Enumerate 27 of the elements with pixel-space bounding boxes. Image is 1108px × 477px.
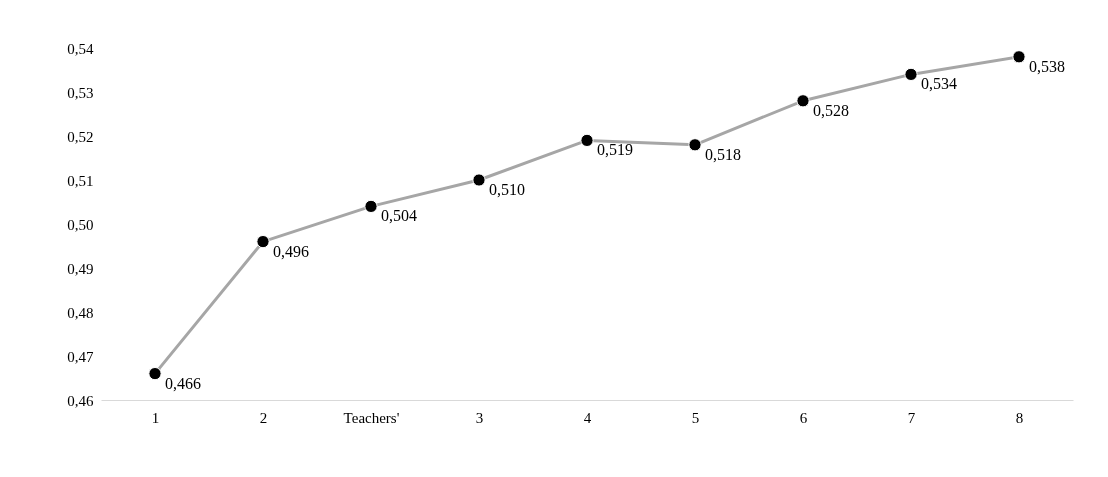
x-tick-label: 1: [151, 409, 160, 426]
data-label: 0,538: [1029, 57, 1065, 75]
y-tick-label: 0,49: [67, 260, 94, 277]
x-tick-label: 2: [259, 409, 268, 426]
x-tick-label: 4: [583, 409, 592, 426]
y-tick-label: 0,48: [67, 304, 94, 321]
y-tick-label: 0,50: [67, 216, 94, 233]
x-tick-label: 7: [907, 409, 916, 426]
data-label: 0,510: [489, 181, 525, 198]
data-label: 0,518: [705, 145, 741, 163]
y-tick-label: 0,47: [67, 348, 94, 365]
x-tick-label: Teachers': [343, 409, 400, 426]
data-label: 0,528: [813, 101, 849, 119]
x-tick-label: 6: [799, 409, 808, 426]
data-label: 0,504: [381, 207, 417, 225]
y-tick-label: 0,52: [67, 128, 94, 145]
y-tick-label: 0,54: [67, 40, 94, 57]
data-label: 0,534: [921, 75, 957, 93]
y-tick-label: 0,51: [67, 172, 94, 189]
x-tick-label: 3: [475, 409, 484, 426]
y-tick-label: 0,53: [67, 84, 94, 101]
x-tick-label: 5: [691, 409, 700, 426]
x-tick-label: 8: [1015, 409, 1024, 426]
data-label: 0,496: [273, 242, 309, 260]
y-tick-label: 0,46: [67, 392, 94, 409]
data-label: 0,519: [597, 141, 633, 159]
data-label: 0,466: [165, 374, 201, 392]
